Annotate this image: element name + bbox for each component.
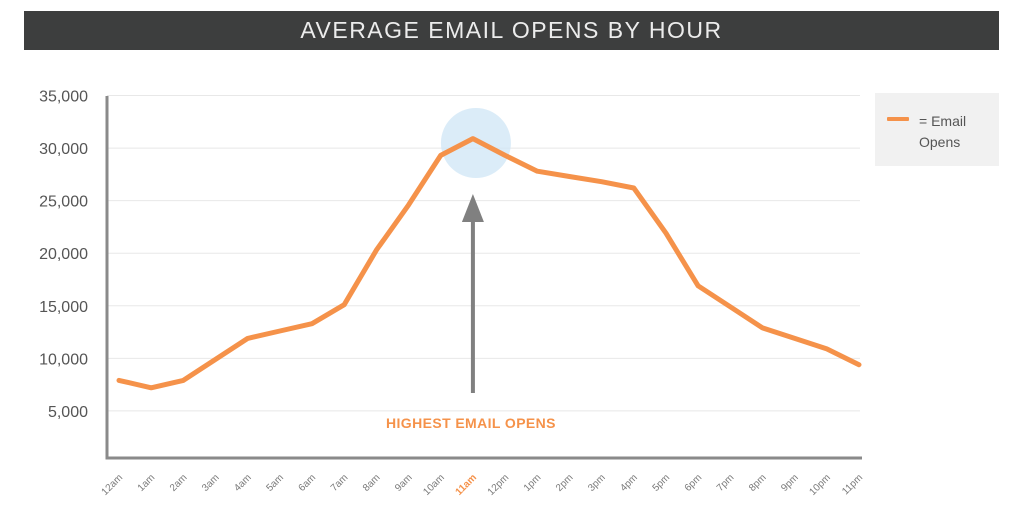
x-tick-label: 1pm [522,472,544,494]
x-tick-label: 4pm [618,472,640,494]
x-tick-label: 2pm [554,472,576,494]
x-tick-label: 6am [297,472,319,494]
up-arrow-head [461,194,484,222]
x-tick-label: 12am [100,472,125,497]
x-tick-label: 1am [136,472,158,494]
x-tick-label: 4am [232,472,254,494]
x-tick-label: 10am [421,472,446,497]
x-tick-label: 11am [454,472,480,498]
chart-title: AVERAGE EMAIL OPENS BY HOUR [300,17,723,43]
x-tick-label: 5pm [651,472,673,494]
x-tick-label: 6pm [683,472,705,494]
x-tick-label: 9am [393,472,415,494]
x-tick-label: 11pm [840,472,865,497]
y-tick-label: 15,000 [39,299,88,316]
y-tick-label: 25,000 [39,194,88,211]
legend-label: = Email Opens [919,113,967,150]
y-tick-label: 30,000 [39,141,88,158]
x-tick-label: 2am [168,472,190,494]
x-tick-label: 7pm [715,472,737,494]
x-tick-label: 8pm [747,472,769,494]
x-tick-label: 9pm [779,472,801,494]
x-tick-label: 10pm [807,472,832,497]
annotation-label: HIGHEST EMAIL OPENS [386,415,556,431]
legend: = Email Opens [875,93,999,166]
orange-line-swatch-icon [887,117,909,121]
y-tick-label: 5,000 [48,404,88,421]
peak-highlight-circle [440,108,511,178]
x-tick-label: 5am [264,472,286,494]
x-tick-label: 7am [329,472,351,494]
y-tick-label: 35,000 [39,89,88,106]
y-tick-label: 20,000 [39,246,88,263]
chart-title-bar: AVERAGE EMAIL OPENS BY HOUR [24,11,999,50]
x-tick-label: 12pm [486,472,511,497]
x-tick-label: 3pm [586,472,608,494]
y-tick-label: 10,000 [39,351,88,368]
x-tick-label: 3am [200,472,222,494]
series-line-email-opens [116,136,862,391]
x-tick-label: 8am [361,472,383,494]
